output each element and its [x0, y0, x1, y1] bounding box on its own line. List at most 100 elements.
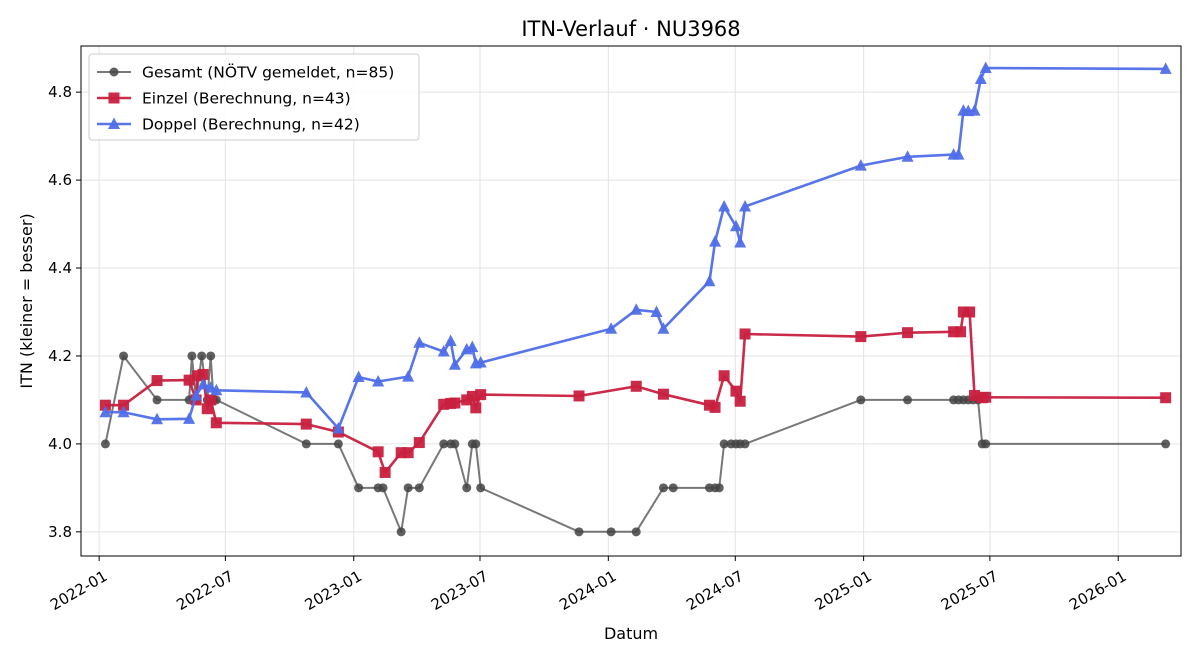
data-point [969, 390, 981, 402]
x-tick-label: 2025-07 [938, 567, 1001, 614]
data-point [955, 326, 967, 338]
data-point [108, 92, 120, 104]
legend-label: Doppel (Berechnung, n=42) [142, 116, 360, 134]
data-point [396, 527, 406, 537]
data-point [573, 390, 585, 402]
series-layer [99, 61, 1172, 537]
data-point [395, 447, 407, 459]
data-point [574, 527, 584, 537]
data-point [448, 358, 461, 370]
data-point [403, 483, 413, 493]
data-point [657, 322, 670, 334]
y-tick-label: 4.2 [48, 347, 72, 365]
data-point [119, 351, 129, 361]
data-point [372, 374, 385, 387]
data-point [414, 483, 424, 493]
data-point [1159, 62, 1172, 74]
data-point [476, 483, 486, 493]
x-tick-label: 2026-01 [1066, 567, 1129, 614]
data-point [402, 447, 414, 459]
data-point [968, 104, 981, 116]
data-point [470, 402, 482, 414]
data-point [730, 385, 742, 397]
data-point [948, 326, 960, 338]
data-point [657, 388, 669, 400]
data-point [703, 274, 716, 287]
data-point [300, 385, 313, 398]
data-point [191, 370, 203, 382]
data-point [379, 466, 391, 478]
data-point [630, 303, 643, 315]
data-point [183, 374, 195, 386]
x-tick-label: 2024-01 [556, 567, 619, 614]
data-point [197, 378, 210, 390]
data-point [151, 375, 163, 387]
plot-frame [80, 45, 1182, 557]
data-point [109, 67, 119, 77]
data-point [718, 199, 731, 212]
data-point [449, 397, 461, 409]
data-point [118, 399, 130, 411]
data-point [461, 394, 473, 406]
data-point [205, 394, 217, 406]
data-point [301, 439, 311, 449]
data-point [466, 390, 478, 402]
data-point [354, 483, 364, 493]
x-tick-label: 2022-01 [47, 567, 110, 614]
data-point [606, 527, 616, 537]
data-point [413, 437, 425, 449]
data-point [187, 351, 197, 361]
data-point [739, 328, 751, 340]
data-point [206, 351, 216, 361]
data-point [352, 370, 365, 383]
data-point [902, 327, 914, 339]
data-point [444, 334, 457, 347]
x-tick-label: 2022-07 [173, 567, 236, 614]
legend-items: Gesamt (NÖTV gemeldet, n=85) Einzel (Bere… [97, 63, 394, 134]
data-point [952, 148, 965, 160]
legend-label: Gesamt (NÖTV gemeldet, n=85) [142, 63, 394, 82]
data-point [402, 370, 415, 382]
data-point [1161, 439, 1171, 449]
data-point [740, 439, 750, 449]
data-point [901, 150, 914, 162]
data-point [739, 199, 752, 212]
x-axis-title: Datum [604, 624, 658, 643]
data-point [957, 306, 969, 318]
data-point [734, 395, 746, 407]
y-tick-label: 4.0 [48, 435, 72, 453]
data-point [210, 417, 222, 429]
data-point [718, 370, 730, 382]
data-point [703, 399, 715, 411]
y-axis-title: ITN (kleiner = besser) [17, 213, 36, 388]
data-point [709, 235, 722, 247]
data-point [197, 351, 207, 361]
data-point [300, 418, 312, 430]
data-point [466, 340, 479, 353]
data-point [714, 483, 724, 493]
data-point [729, 219, 742, 232]
data-point [668, 483, 678, 493]
series-square [99, 306, 1172, 478]
data-point [903, 395, 913, 405]
data-point [964, 306, 976, 318]
series-triangle [99, 61, 1172, 434]
tick-layer: 3.8 4.0 4.2 4.4 4.6 4.8 2022-01 2022-07 2023-01 2… [47, 83, 1129, 614]
data-point [378, 483, 388, 493]
data-point [333, 439, 343, 449]
x-tick-label: 2025-01 [812, 567, 875, 614]
x-tick-label: 2023-07 [428, 567, 491, 614]
data-point [974, 72, 987, 84]
legend: Gesamt (NÖTV gemeldet, n=85) Einzel (Bere… [88, 53, 420, 141]
data-point [475, 389, 487, 401]
data-point [117, 405, 130, 418]
data-point [197, 368, 209, 380]
data-point [210, 383, 223, 396]
y-tick-label: 4.8 [48, 83, 72, 101]
data-point [201, 403, 213, 415]
data-point [630, 380, 642, 392]
series-line [104, 355, 1166, 533]
y-tick-label: 4.6 [48, 171, 72, 189]
data-point [605, 322, 618, 334]
